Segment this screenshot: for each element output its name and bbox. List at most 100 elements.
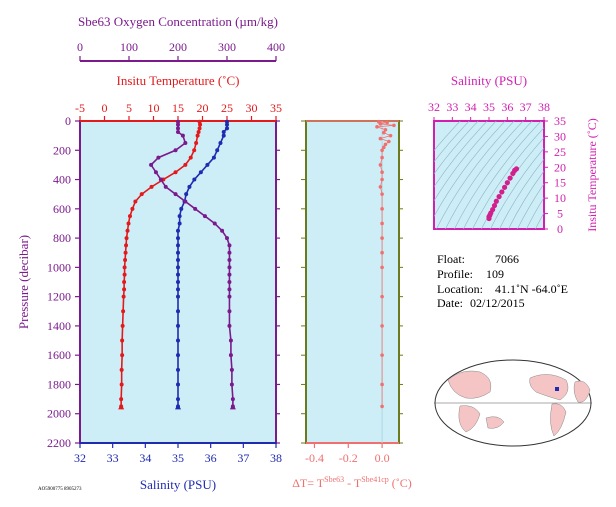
ts-salinity-axis: 32 33 34 35 36 37 38 bbox=[428, 100, 550, 121]
ts-x-tick-label: 34 bbox=[465, 100, 477, 114]
salinity-tick-label: 37 bbox=[237, 451, 249, 465]
temp-tick-label: 10 bbox=[148, 101, 160, 115]
float-location-marker bbox=[555, 387, 559, 391]
ts-x-tick-label: 37 bbox=[520, 100, 532, 114]
ts-y-axis-title: Insitu Temperature (˚C) bbox=[585, 118, 599, 232]
salinity-tick-label: 33 bbox=[107, 451, 119, 465]
temp-tick-label: 5 bbox=[126, 101, 132, 115]
delta-t-point bbox=[375, 125, 379, 129]
delta-t-point bbox=[392, 123, 396, 128]
salinity-tick-label: 36 bbox=[205, 451, 217, 465]
ts-y-tick-label: 30 bbox=[554, 129, 566, 143]
temperature-axis: -5 0 5 10 15 20 25 30 35 Insitu Temperature (˚C) bbox=[75, 73, 282, 122]
ts-y-tick-label: 0 bbox=[557, 222, 563, 236]
oxygen-point bbox=[220, 228, 225, 233]
ts-y-tick-label: 35 bbox=[554, 114, 566, 128]
ts-series bbox=[486, 166, 520, 222]
salinity-end-marker bbox=[175, 403, 181, 410]
oxygen-point bbox=[227, 250, 232, 255]
footer-code: AO5900775 8905273 bbox=[38, 487, 82, 492]
salinity-point bbox=[187, 184, 192, 189]
temperature-point bbox=[119, 367, 124, 372]
oxygen-point bbox=[227, 243, 232, 248]
pressure-tick-label: 1000 bbox=[47, 260, 71, 274]
oxygen-point bbox=[227, 294, 232, 299]
temperature-point bbox=[130, 206, 135, 211]
oxygen-point bbox=[180, 133, 185, 138]
temp-tick-label: 30 bbox=[246, 101, 258, 115]
temperature-point bbox=[122, 287, 127, 292]
salinity-tick-label: 34 bbox=[139, 451, 151, 465]
temperature-point bbox=[195, 133, 200, 138]
pressure-tick-label: 2000 bbox=[47, 407, 71, 421]
temp-tick-label: -5 bbox=[75, 101, 85, 115]
oxygen-point bbox=[193, 206, 198, 211]
salinity-point bbox=[177, 221, 182, 226]
delta-t-axis: -0.4 -0.2 0.0 bbox=[305, 443, 390, 465]
salinity-point bbox=[198, 170, 203, 175]
salinity-point bbox=[192, 177, 197, 182]
delta-t-point bbox=[380, 353, 384, 357]
delta-t-point bbox=[380, 155, 384, 160]
oxygen-point bbox=[173, 148, 178, 153]
temperature-point bbox=[188, 155, 193, 160]
oxygen-point bbox=[230, 397, 235, 402]
pressure-tick-label: 200 bbox=[53, 143, 71, 157]
salinity-point bbox=[176, 397, 180, 402]
float-label: Float: bbox=[437, 252, 465, 266]
oxygen-point bbox=[153, 170, 158, 175]
oxygen-point bbox=[176, 129, 180, 134]
salinity-tick-label: 38 bbox=[270, 451, 282, 465]
temperature-point bbox=[120, 323, 125, 328]
oxygen-tick-label: 200 bbox=[169, 40, 187, 54]
salinity-point bbox=[221, 133, 226, 138]
salinity-point bbox=[221, 129, 226, 134]
oxygen-point bbox=[183, 140, 188, 145]
salinity-point bbox=[176, 309, 180, 314]
salinity-point bbox=[176, 367, 180, 372]
salinity-point bbox=[184, 192, 189, 197]
delta-t-point bbox=[385, 120, 389, 125]
ts-x-tick-label: 32 bbox=[428, 100, 440, 114]
delta-t-point bbox=[383, 127, 388, 132]
oxygen-point bbox=[227, 272, 232, 277]
temperature-axis-title: Insitu Temperature (˚C) bbox=[116, 73, 239, 88]
temperature-point bbox=[194, 140, 199, 145]
delta-t-series bbox=[375, 119, 396, 409]
delta-t-plot-area bbox=[305, 120, 400, 444]
pressure-tick-label: 1200 bbox=[47, 290, 71, 304]
oxygen-end-marker bbox=[229, 403, 236, 410]
delta-t-point bbox=[378, 163, 383, 167]
delta-t-point bbox=[380, 177, 384, 182]
oxygen-point bbox=[202, 214, 207, 219]
temperature-point bbox=[123, 250, 128, 255]
oxygen-tick-label: 100 bbox=[120, 40, 138, 54]
oxygen-point bbox=[229, 382, 234, 387]
pressure-tick-label: 0 bbox=[65, 114, 71, 128]
location-label: Location: bbox=[437, 282, 483, 296]
ts-point bbox=[490, 206, 496, 213]
ts-x-tick-label: 35 bbox=[483, 100, 495, 114]
temperature-point bbox=[149, 184, 154, 189]
pressure-axis-title: Pressure (decibar) bbox=[16, 235, 31, 329]
temperature-point bbox=[173, 170, 178, 175]
ts-y-tick-label: 10 bbox=[554, 191, 566, 205]
oxygen-point bbox=[225, 236, 229, 241]
pressure-tick-label: 800 bbox=[53, 231, 71, 245]
temperature-end-marker bbox=[118, 403, 125, 410]
salinity-point bbox=[225, 119, 229, 124]
temperature-point bbox=[124, 236, 129, 241]
temp-tick-label: 20 bbox=[197, 101, 209, 115]
ts-point bbox=[507, 175, 513, 181]
delta-t-point bbox=[380, 207, 384, 211]
salinity-tick-label: 32 bbox=[74, 451, 86, 465]
delta-t-point bbox=[380, 221, 384, 226]
salinity-point bbox=[176, 294, 180, 299]
ts-point bbox=[504, 180, 510, 186]
delta-t-point bbox=[378, 185, 383, 189]
temperature-point bbox=[120, 353, 125, 358]
delta-t-point bbox=[380, 265, 384, 270]
salinity-point bbox=[176, 353, 180, 358]
temperature-point bbox=[125, 228, 130, 233]
